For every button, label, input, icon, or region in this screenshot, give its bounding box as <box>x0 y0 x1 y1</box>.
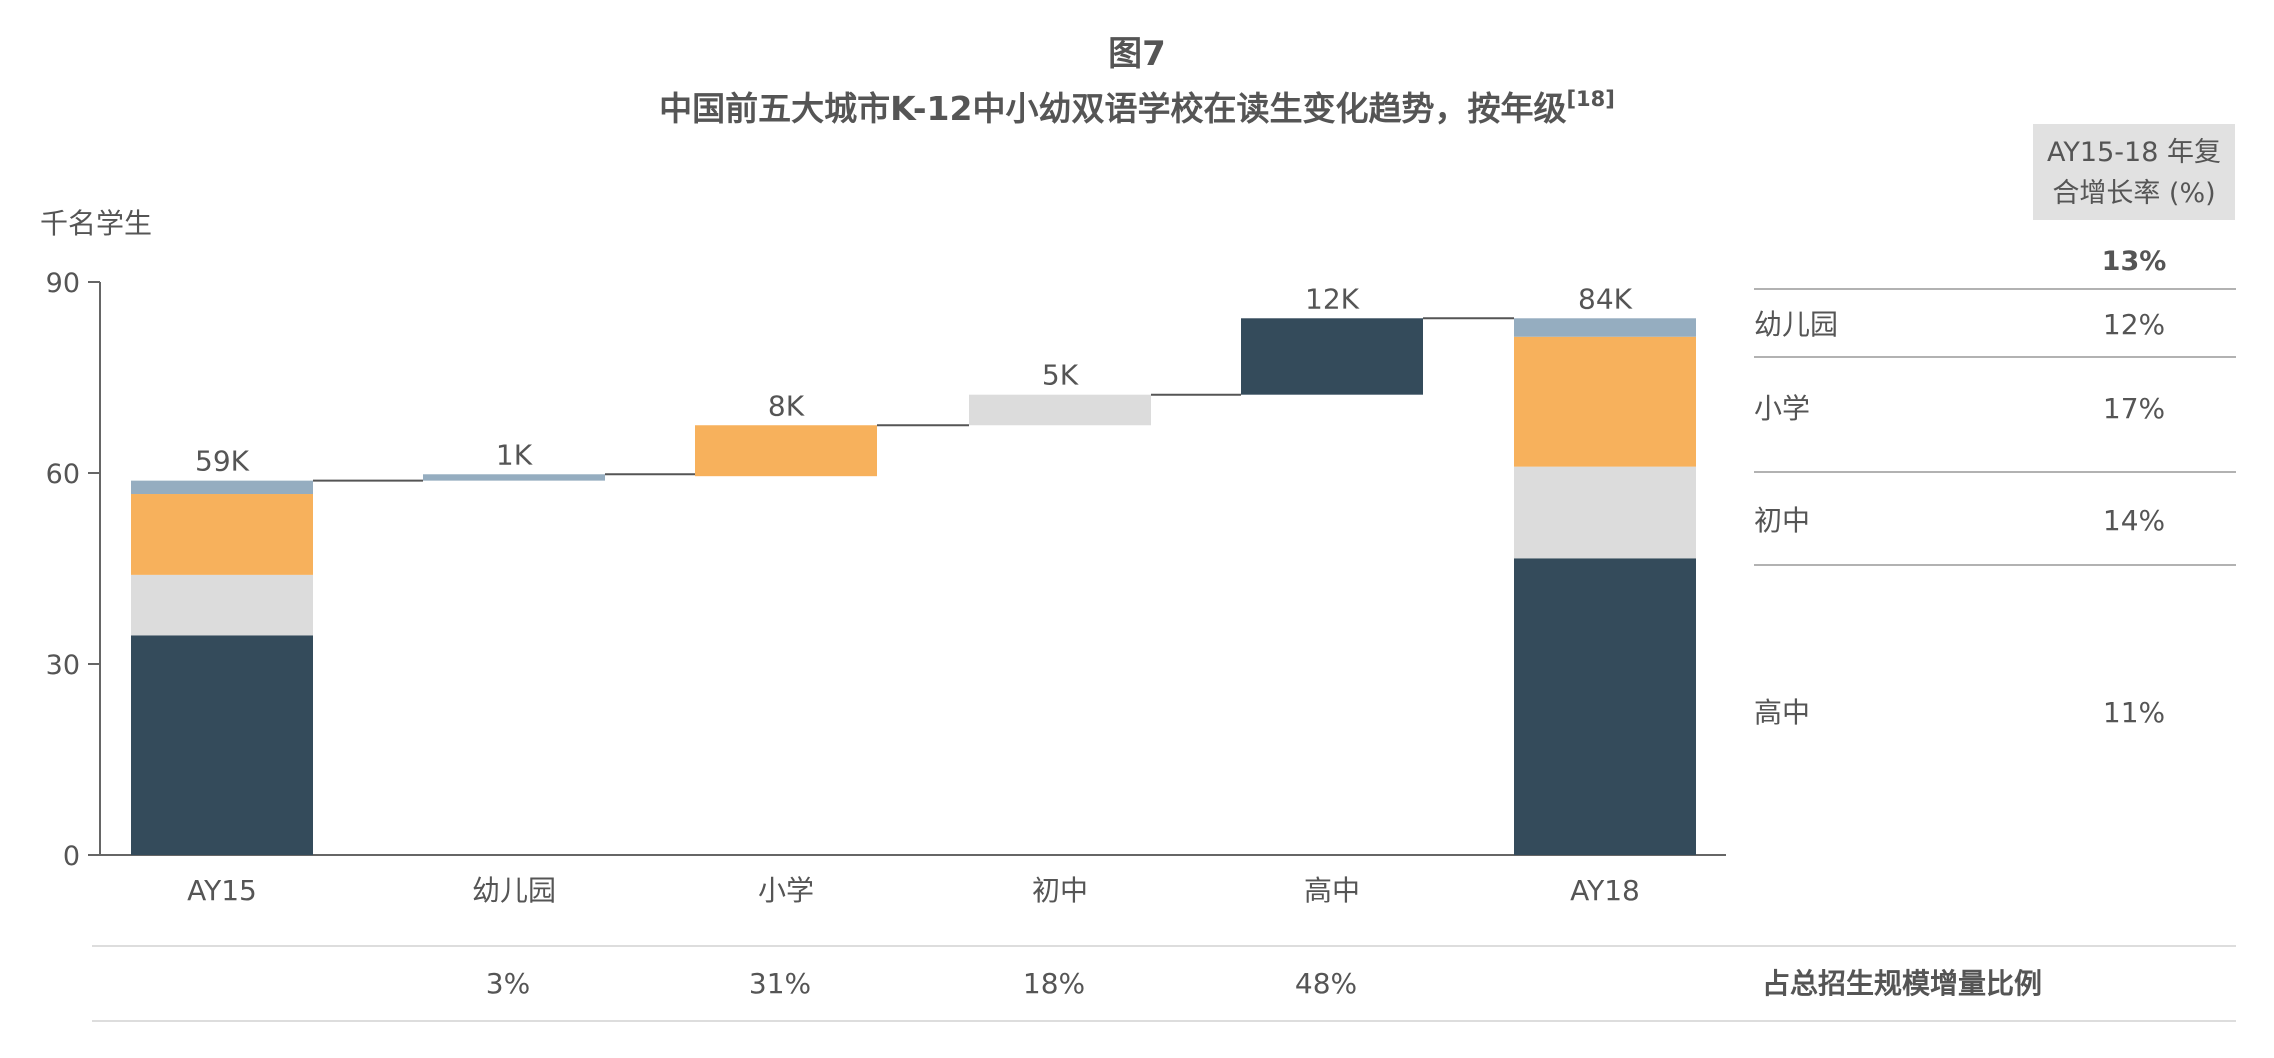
y-tick-label: 30 <box>46 650 80 681</box>
cagr-row-name: 高中 <box>1754 696 1810 729</box>
cagr-header-line1: AY15-18 年复 <box>2047 137 2221 168</box>
y-tick-label: 0 <box>63 841 80 872</box>
share-of-growth-label: 占总招生规模增量比例 <box>1762 967 2042 1000</box>
x-tick-label: 高中 <box>1304 874 1360 907</box>
share-of-growth-value: 18% <box>1023 967 1085 1000</box>
increment-label: 5K <box>1042 359 1079 392</box>
increment-bar-幼儿园 <box>423 474 605 481</box>
y-axis-label: 千名学生 <box>40 207 152 240</box>
share-of-growth-row: 3% 31% 18% 48% 占总招生规模增量比例 <box>92 945 2236 1022</box>
increment-label: 8K <box>768 389 805 422</box>
cagr-total: 13% <box>2102 246 2167 277</box>
chart-title: 中国前五大城市K-12中小幼双语学校在读生变化趋势，按年级[18] <box>659 87 1615 128</box>
bar-total-label: 59K <box>195 445 250 478</box>
bar-segment-小学 <box>1514 336 1696 467</box>
cagr-row-value: 12% <box>2103 308 2165 341</box>
cagr-header-box <box>2033 124 2235 220</box>
x-tick-label: 小学 <box>758 874 814 907</box>
figure-label: 图7 <box>1108 34 1166 74</box>
bar-segment-幼儿园 <box>131 480 313 495</box>
cagr-row-value: 14% <box>2103 504 2165 537</box>
bar-segment-小学 <box>131 494 313 575</box>
chart-title-text: 中国前五大城市K-12中小幼双语学校在读生变化趋势，按年级 <box>659 89 1566 128</box>
y-tick-label: 90 <box>46 268 80 299</box>
bar-segment-高中 <box>131 635 313 855</box>
cagr-row-name: 初中 <box>1754 504 1810 537</box>
x-tick-label: 初中 <box>1032 874 1088 907</box>
cagr-row-value: 11% <box>2103 696 2165 729</box>
increment-bar-初中 <box>969 394 1151 426</box>
cagr-row-name: 幼儿园 <box>1754 308 1838 341</box>
plot-area: 0 30 60 90 AY15 幼儿园 小学 初中 高中 AY18 59K 84K 1K 8K 5K 12K <box>46 268 1726 907</box>
x-tick-label: AY18 <box>1570 874 1640 907</box>
share-of-growth-value: 3% <box>486 967 530 1000</box>
x-tick-label: AY15 <box>187 874 257 907</box>
cagr-row-value: 17% <box>2103 392 2165 425</box>
bar-segment-高中 <box>1514 558 1696 855</box>
x-tick-label: 幼儿园 <box>472 874 556 907</box>
increment-label: 1K <box>496 438 533 471</box>
bar-segment-幼儿园 <box>1514 318 1696 337</box>
increment-bar-高中 <box>1241 318 1423 395</box>
cagr-header-line2: 合增长率 (%) <box>2052 178 2215 209</box>
y-tick-label: 60 <box>46 459 80 490</box>
increment-label: 12K <box>1305 282 1360 315</box>
share-of-growth-value: 48% <box>1295 967 1357 1000</box>
increment-bar-小学 <box>695 425 877 477</box>
share-of-growth-value: 31% <box>749 967 811 1000</box>
chart-title-superscript: [18] <box>1566 87 1614 111</box>
cagr-row-name: 小学 <box>1754 392 1810 425</box>
bar-segment-初中 <box>131 574 313 636</box>
bar-segment-初中 <box>1514 466 1696 559</box>
bar-total-label: 84K <box>1578 282 1633 315</box>
